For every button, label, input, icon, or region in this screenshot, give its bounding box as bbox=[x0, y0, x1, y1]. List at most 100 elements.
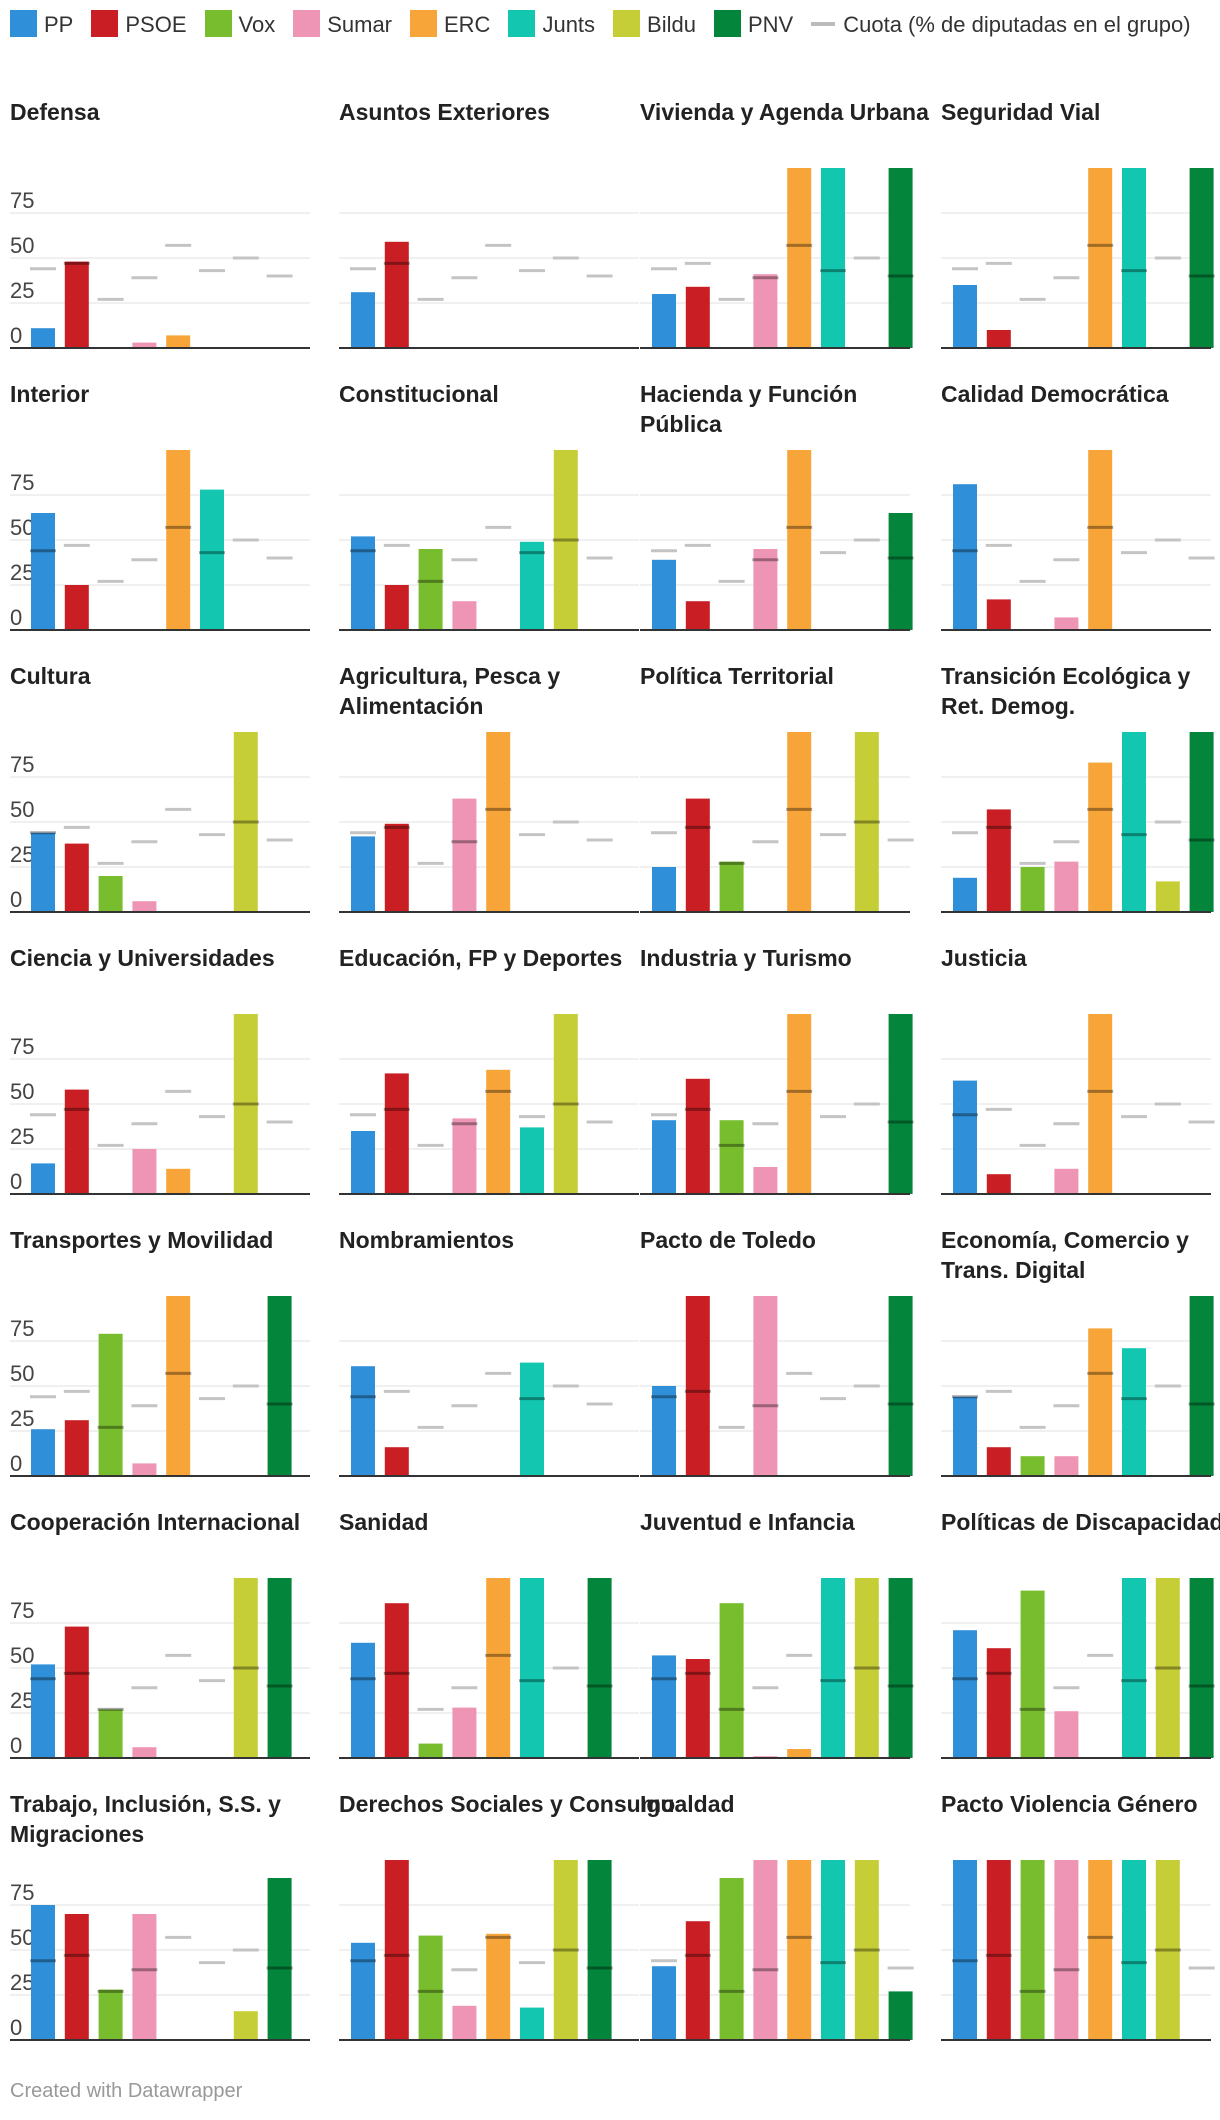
bar-vox bbox=[98, 1333, 123, 1476]
panel-title: Políticas de Discapacidad bbox=[941, 1509, 1220, 1535]
panel-14: Educación, FP y Deportes bbox=[339, 945, 639, 1195]
bar-bildu bbox=[1155, 881, 1180, 912]
legend-item-bildu: Bildu bbox=[613, 8, 696, 42]
bar-pp bbox=[31, 1163, 55, 1194]
legend-item-sumar: Sumar bbox=[293, 8, 392, 42]
bar-erc bbox=[787, 732, 812, 912]
bar-psoe bbox=[685, 601, 710, 630]
bar-pp bbox=[351, 836, 375, 912]
bar-pnv bbox=[267, 1296, 292, 1476]
bar-pp bbox=[31, 832, 55, 912]
bar-vox bbox=[1020, 867, 1045, 912]
legend-label: PP bbox=[44, 12, 74, 37]
panel-10: Agricultura, Pesca y Alimentación bbox=[339, 663, 639, 913]
bar-psoe bbox=[64, 261, 89, 348]
panel-12: Transición Ecológica y Ret. Demog. bbox=[941, 663, 1215, 913]
bar-sumar bbox=[132, 342, 157, 348]
panel-27: Igualdad bbox=[640, 1791, 914, 2041]
panel-25: Trabajo, Inclusión, S.S. y Migraciones 0 25… bbox=[10, 1791, 310, 2041]
panel-title: Educación, FP y Deportes bbox=[339, 945, 622, 971]
panel-title: Calidad Democrática bbox=[941, 381, 1169, 407]
bar-pp bbox=[953, 877, 977, 912]
bar-psoe bbox=[986, 1447, 1011, 1476]
bar-sumar bbox=[452, 1707, 477, 1758]
bar-sumar bbox=[753, 1167, 778, 1194]
bar-psoe bbox=[685, 1296, 710, 1476]
y-tick-label: 0 bbox=[10, 1733, 22, 1758]
panel-1: Defensa 0 25 50 75 bbox=[10, 99, 310, 349]
panel-19: Pacto de Toledo bbox=[640, 1227, 914, 1477]
legend-swatch bbox=[204, 10, 232, 37]
bar-pp bbox=[652, 559, 676, 630]
panel-4: Seguridad Vial bbox=[941, 99, 1215, 349]
bar-junts bbox=[200, 489, 224, 630]
panel-8: Calidad Democrática bbox=[941, 381, 1215, 631]
y-tick-label: 50 bbox=[10, 1643, 34, 1668]
y-tick-label: 25 bbox=[10, 278, 34, 303]
panel-11: Política Territorial bbox=[640, 663, 914, 913]
bar-junts bbox=[520, 2007, 544, 2040]
bar-erc bbox=[486, 1933, 511, 2040]
bar-psoe bbox=[384, 241, 409, 348]
legend-swatch bbox=[10, 10, 37, 37]
bar-pp bbox=[652, 1966, 676, 2040]
y-tick-label: 0 bbox=[10, 887, 22, 912]
bar-pp bbox=[953, 1080, 977, 1194]
bar-pp bbox=[31, 1905, 55, 2040]
bar-psoe bbox=[384, 1447, 409, 1476]
bar-pp bbox=[31, 1664, 55, 1758]
panel-3: Vivienda y Agenda Urbana bbox=[640, 99, 929, 349]
legend-quota-line bbox=[811, 22, 836, 26]
bar-pp bbox=[953, 484, 977, 630]
y-tick-label: 25 bbox=[10, 1970, 34, 1995]
bar-psoe bbox=[64, 1420, 89, 1476]
bar-psoe bbox=[986, 1860, 1011, 2040]
panel-title: Ciencia y Universidades bbox=[10, 945, 275, 971]
bar-sumar bbox=[132, 1914, 157, 2040]
panel-15: Industria y Turismo bbox=[640, 945, 914, 1195]
panel-16: Justicia bbox=[941, 945, 1215, 1195]
bar-pnv bbox=[1189, 168, 1214, 348]
bar-pp bbox=[351, 292, 375, 348]
bar-vox bbox=[719, 861, 744, 912]
panel-5: Interior 0 25 50 75 bbox=[10, 381, 310, 631]
panel-title: Cultura bbox=[10, 663, 91, 689]
bar-pnv bbox=[888, 1296, 913, 1476]
y-tick-label: 50 bbox=[10, 1079, 34, 1104]
bar-pp bbox=[31, 328, 55, 348]
y-tick-label: 50 bbox=[10, 797, 34, 822]
legend-item-quota: Cuota (% de diputadas en el grupo) bbox=[811, 8, 1191, 42]
bar-junts bbox=[1122, 732, 1146, 912]
y-tick-label: 75 bbox=[10, 1034, 34, 1059]
bar-pnv bbox=[888, 513, 913, 630]
y-tick-label: 75 bbox=[10, 1316, 34, 1341]
panel-9: Cultura 0 25 50 75 bbox=[10, 663, 310, 913]
bar-pp bbox=[351, 1942, 375, 2040]
legend-label: Sumar bbox=[327, 12, 392, 37]
panel-28: Pacto Violencia Género bbox=[941, 1791, 1215, 2041]
bar-erc bbox=[166, 450, 191, 630]
footer-credit: Created with Datawrapper bbox=[10, 2080, 243, 2102]
legend-label: PNV bbox=[747, 12, 794, 37]
bar-psoe bbox=[64, 585, 89, 630]
legend-item-pnv: PNV bbox=[713, 8, 794, 42]
bar-bildu bbox=[553, 1014, 578, 1194]
bar-pp bbox=[652, 1386, 676, 1476]
legend-swatch bbox=[613, 10, 641, 37]
panel-title: Hacienda y Función Pública bbox=[640, 381, 857, 437]
bar-psoe bbox=[685, 286, 710, 348]
bar-psoe bbox=[986, 1648, 1011, 1758]
bar-pnv bbox=[587, 1860, 612, 2040]
bar-junts bbox=[520, 1127, 544, 1194]
bar-vox bbox=[1020, 1590, 1045, 1758]
panel-title: Pacto Violencia Género bbox=[941, 1791, 1198, 1817]
bar-sumar bbox=[1054, 1456, 1079, 1476]
bar-pp bbox=[953, 285, 977, 348]
bar-bildu bbox=[1155, 1578, 1180, 1758]
panel-23: Juventud e Infancia bbox=[640, 1509, 914, 1759]
bar-vox bbox=[1020, 1860, 1045, 2040]
bar-sumar bbox=[452, 601, 477, 630]
bar-erc bbox=[486, 732, 511, 912]
bar-psoe bbox=[384, 1860, 409, 2040]
bar-sumar bbox=[452, 798, 477, 912]
